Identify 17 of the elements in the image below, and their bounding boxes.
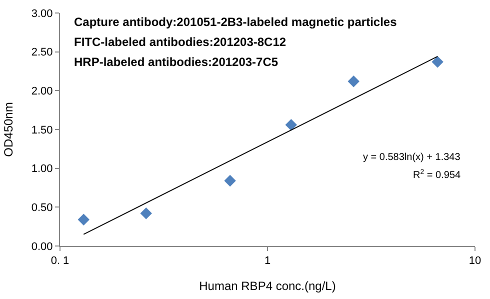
- annotation: Capture antibody:201051-2B3-labeled magnetic particles: [74, 15, 398, 29]
- annotation: R$^{2}$ = 0.954: [413, 169, 461, 182]
- y-axis-title: OD450nm: [2, 102, 16, 157]
- y-tick-label: 1.50: [31, 124, 53, 136]
- x-tick-label: 1: [264, 255, 271, 268]
- x-tick-label: 10: [468, 255, 482, 268]
- y-tick-label: 1.00: [31, 163, 53, 176]
- annotation: FITC-labeled antibodies:201203-8C12: [74, 35, 286, 49]
- y-tick-label: 3.00: [31, 8, 53, 20]
- annotation: y = 0.583ln(x) + 1.343: [363, 152, 461, 163]
- annotation: HRP-labeled antibodies:201203-7C5: [74, 55, 278, 69]
- y-tick-label: 2.00: [31, 86, 53, 98]
- x-axis-title: Human RBP4 conc.(ng/L): [199, 279, 336, 294]
- y-tick-label: 2.50: [31, 46, 53, 59]
- y-tick-label: 0.00: [31, 240, 53, 253]
- y-tick-label: 0.50: [31, 202, 53, 214]
- x-tick-label: 0. 1: [50, 255, 70, 268]
